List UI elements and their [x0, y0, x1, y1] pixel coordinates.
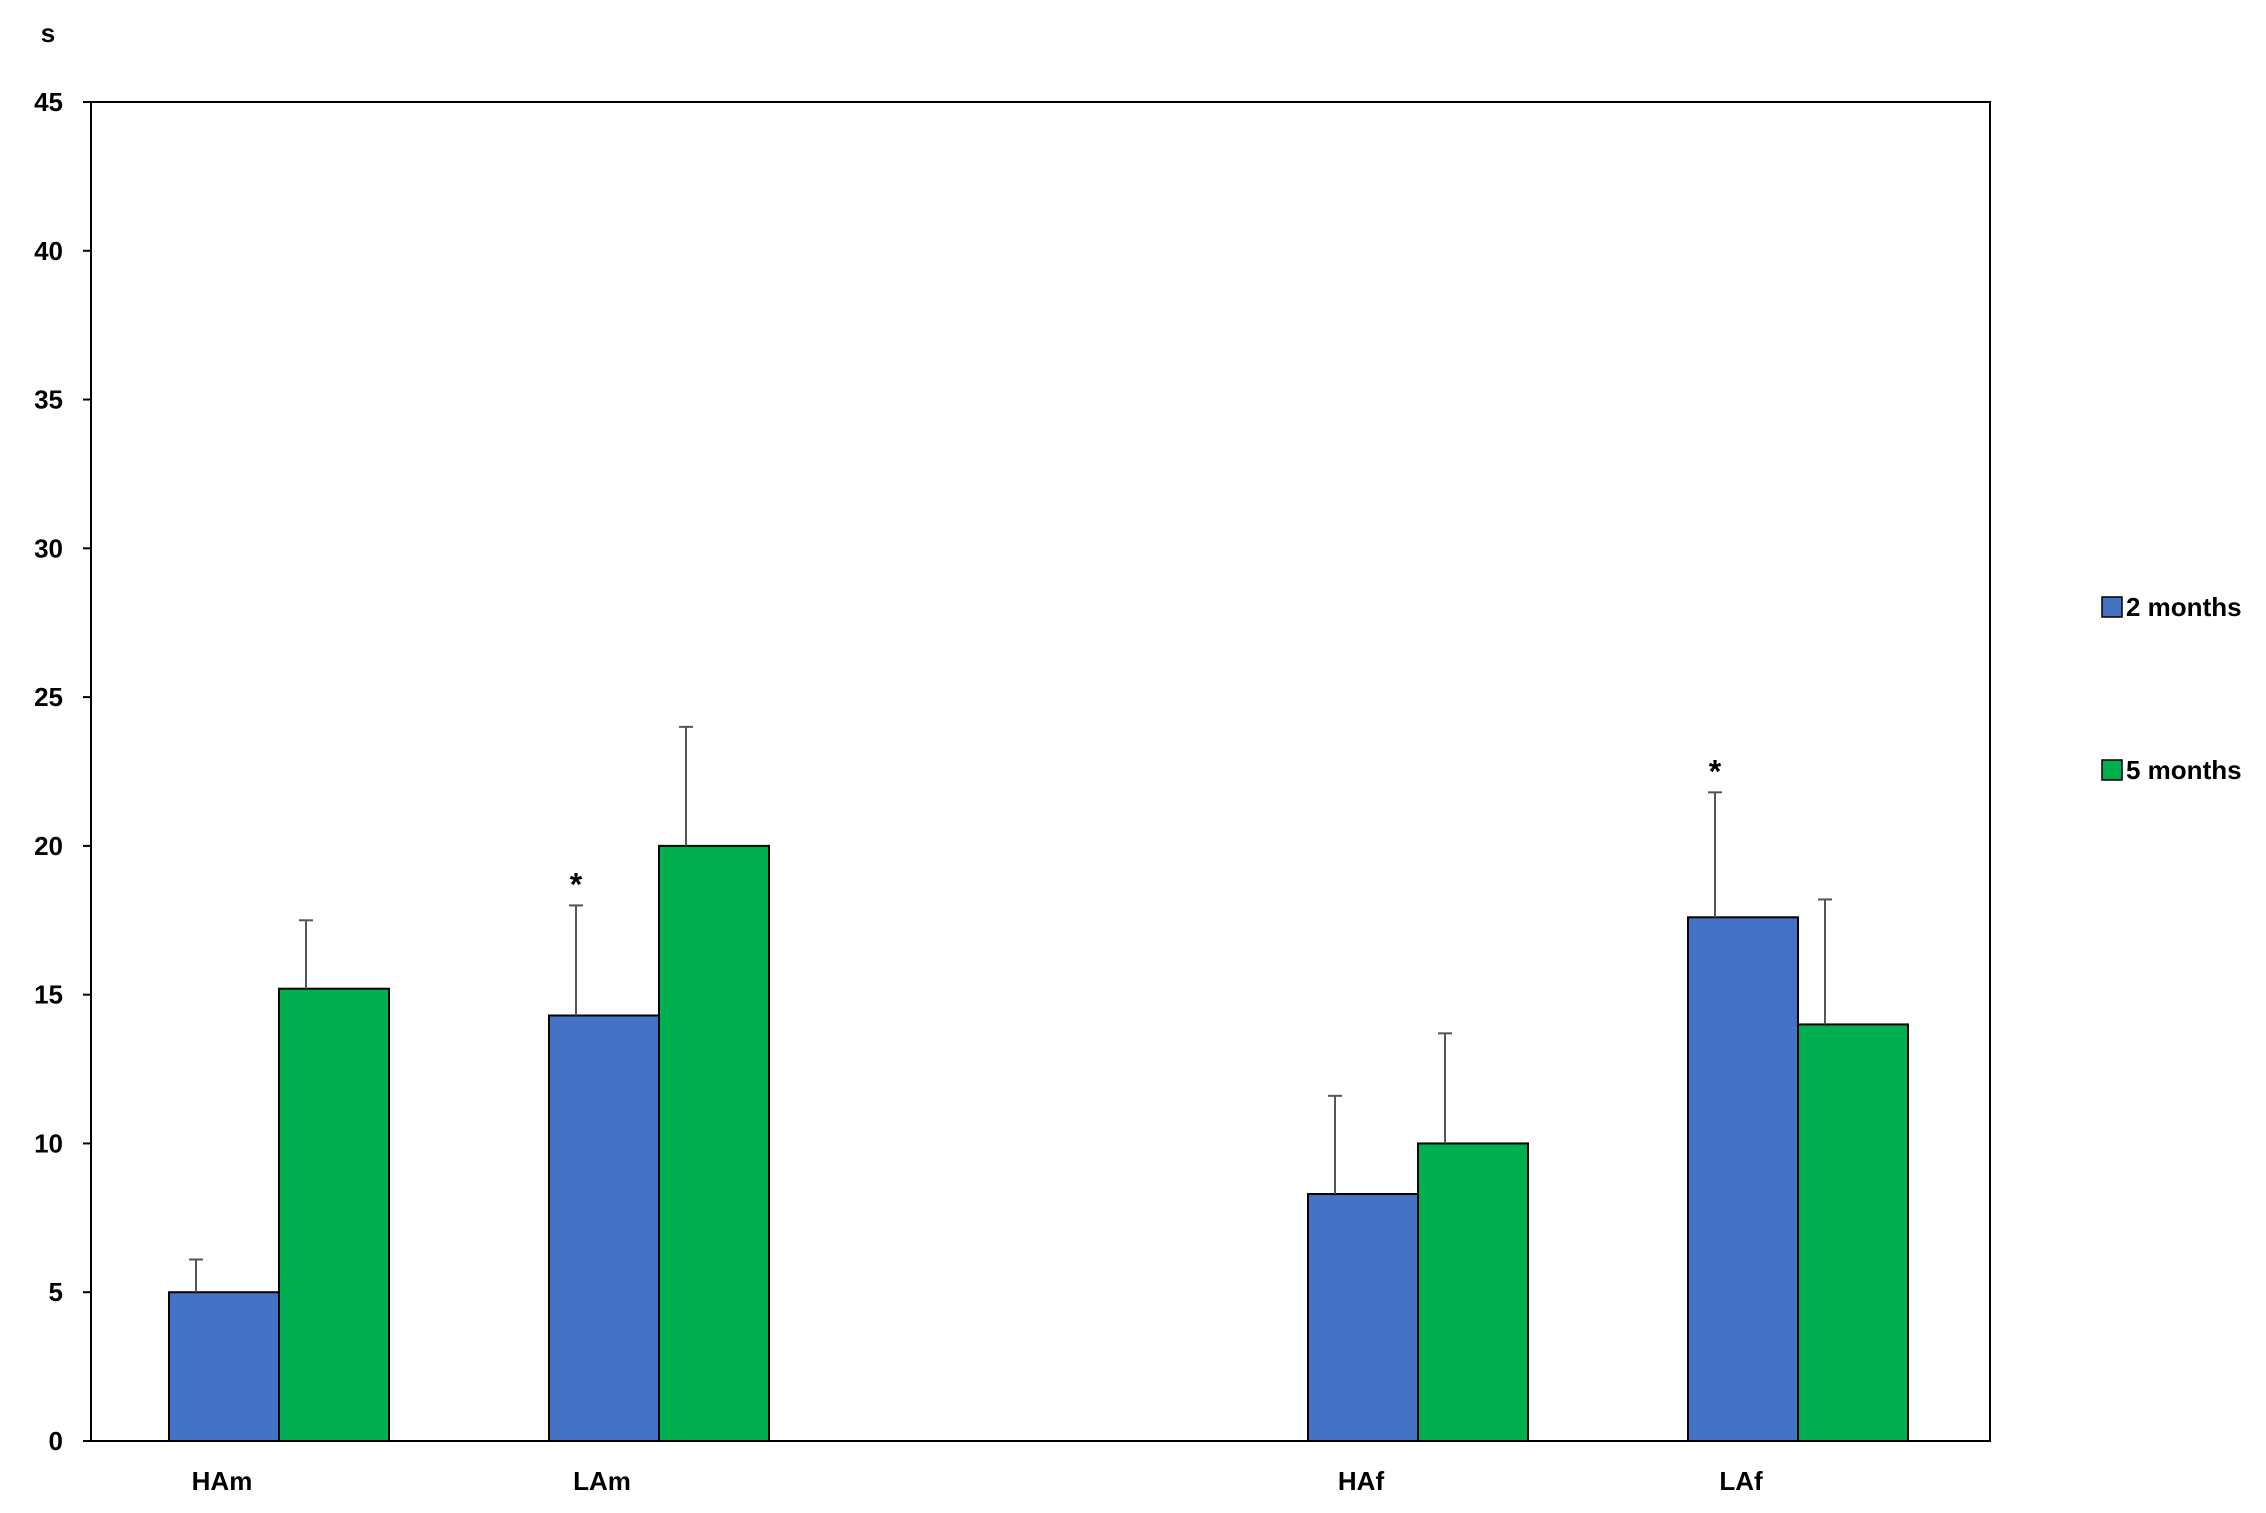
y-tick-label: 10	[34, 1128, 63, 1158]
bar-LAf-5-months	[1797, 1023, 1909, 1443]
bar-HAm-5-months	[278, 987, 390, 1443]
y-tick-label: 35	[34, 385, 63, 415]
y-tick-label: 0	[49, 1426, 63, 1456]
legend-label: 2 months	[2126, 592, 2242, 622]
y-tick-label: 25	[34, 682, 63, 712]
y-tick-label: 5	[49, 1277, 63, 1307]
bar-LAf-2-months	[1687, 916, 1799, 1442]
bar-HAf-5-months	[1417, 1142, 1529, 1442]
legend-swatch	[2101, 759, 2123, 781]
y-tick-label: 45	[34, 87, 63, 117]
y-tick-label: 20	[34, 831, 63, 861]
bar-LAm-2-months	[548, 1014, 660, 1442]
y-tick-label: 15	[34, 980, 63, 1010]
plot-area-frame	[90, 101, 1991, 1442]
x-tick-label: HAm	[192, 1466, 253, 1496]
x-tick-label: LAf	[1719, 1466, 1763, 1496]
significance-marker: *	[1709, 753, 1722, 789]
x-tick-label: LAm	[573, 1466, 631, 1496]
legend-swatch	[2101, 596, 2123, 618]
bar-HAm-2-months	[168, 1291, 280, 1442]
x-tick-label: HAf	[1338, 1466, 1385, 1496]
legend-label: 5 months	[2126, 755, 2242, 785]
bar-LAm-5-months	[658, 844, 770, 1442]
y-axis-label: s	[41, 18, 55, 48]
bar-HAf-2-months	[1307, 1193, 1419, 1443]
y-tick-label: 40	[34, 236, 63, 266]
y-tick-label: 30	[34, 533, 63, 563]
significance-marker: *	[570, 866, 583, 902]
